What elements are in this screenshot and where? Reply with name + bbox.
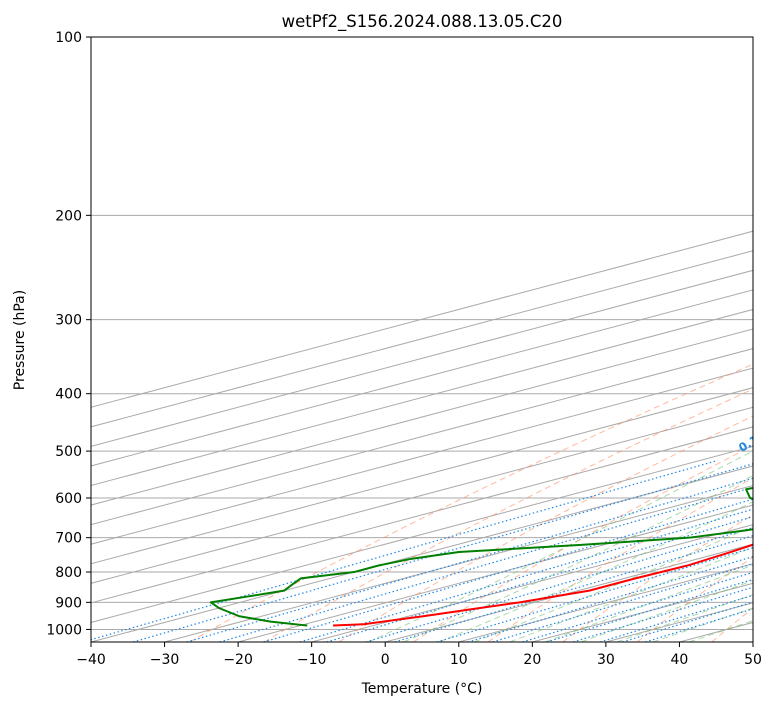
chart-title: wetPf2_S156.2024.088.13.05.C20	[282, 12, 563, 32]
x-tick-label: 50	[744, 652, 762, 668]
x-tick-label: 20	[523, 652, 541, 668]
x-tick-label: −20	[223, 652, 253, 668]
mixing-ratio-line	[326, 516, 753, 642]
dry-adiabat-line	[189, 363, 753, 642]
data-lines	[209, 486, 753, 627]
isotherm-line	[91, 426, 753, 604]
isotherm-line	[91, 308, 753, 487]
x-tick-label: 30	[597, 652, 615, 668]
isotherm-line	[91, 269, 753, 447]
y-tick-label: 400	[55, 387, 82, 403]
dewpoint-line	[209, 486, 753, 627]
mixing-ratio-line	[436, 547, 753, 642]
isotherm-line	[91, 465, 753, 642]
isotherm-line	[91, 406, 753, 584]
isotherm-line	[164, 484, 753, 642]
mixing-ratio-line	[132, 463, 753, 642]
x-tick-label: −10	[297, 652, 327, 668]
x-tick-label: 40	[671, 652, 689, 668]
x-tick-label: 0	[381, 652, 390, 668]
y-axis-label: Pressure (hPa)	[12, 290, 28, 390]
plot-frame	[90, 36, 754, 643]
isotherm-line	[91, 387, 753, 565]
y-tick-label: 1000	[46, 622, 82, 638]
isotherm-line	[91, 230, 753, 408]
isotherm-line	[311, 524, 753, 642]
temperature-line	[332, 543, 753, 627]
moist-adiabat-line	[545, 564, 753, 642]
y-tick-label: 200	[55, 208, 82, 224]
isotherm-line	[91, 328, 753, 506]
background-lines	[91, 37, 753, 642]
mixing-ratio-line	[546, 578, 753, 642]
y-tick-label: 900	[55, 595, 82, 611]
mixing-ratio-line	[219, 486, 753, 642]
y-tick-label: 300	[55, 313, 82, 329]
mixing-ratio-line	[365, 526, 753, 642]
x-tick-label: −30	[150, 652, 180, 668]
isotherm-line	[91, 250, 753, 428]
isotherm-line	[91, 445, 753, 623]
x-axis-label: Temperature (°C)	[361, 681, 483, 697]
mixing-ratio-line	[186, 477, 753, 642]
x-axis: −40 −30 −20 −10 0 10 20 30 40 50	[76, 642, 762, 668]
mixing-ratio-line	[467, 555, 753, 642]
isotherm-line	[91, 289, 753, 467]
y-tick-label: 100	[55, 30, 82, 46]
y-tick-label: 600	[55, 491, 82, 507]
moist-adiabat-line	[368, 450, 753, 642]
y-tick-label: 700	[55, 531, 82, 547]
x-tick-label: 10	[450, 652, 468, 668]
mixing-ratio-line	[522, 571, 753, 642]
x-tick-label: −40	[76, 652, 106, 668]
dry-adiabat-line	[263, 388, 753, 642]
y-tick-label: 500	[55, 444, 82, 460]
mixing-ratio-line	[492, 563, 753, 642]
y-tick-label: 800	[55, 565, 82, 581]
y-axis: 1000 900 800 700 600 500 400 300 200 100	[46, 30, 91, 638]
moist-adiabat-line	[403, 475, 753, 642]
isotherm-line	[237, 504, 753, 642]
isotherm-line	[91, 367, 753, 545]
moist-adiabat-line	[580, 580, 753, 642]
